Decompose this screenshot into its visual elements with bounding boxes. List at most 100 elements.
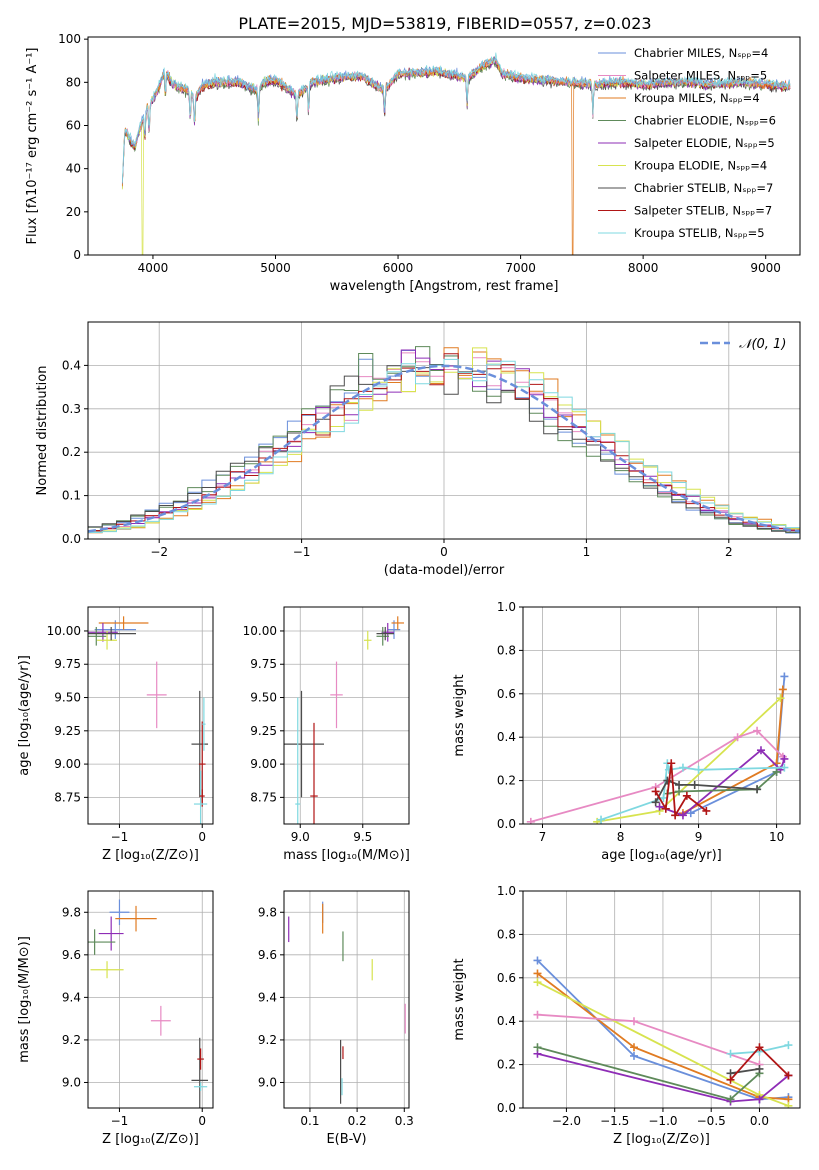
series-line <box>683 690 783 814</box>
y-tick-label: 0.6 <box>497 971 516 985</box>
data-point-cyan <box>194 771 207 838</box>
data-point-red <box>197 1048 204 1069</box>
y-tick-label: 80 <box>66 75 81 89</box>
legend-label: Kroupa STELIB, Nₛₚₚ=5 <box>634 226 765 240</box>
axes-frame: −1 09.09.29.49.69.8Z [log₁₀(Z/Z⊙)]mass [l… <box>17 891 213 1147</box>
x-tick-label: 0.3 <box>395 1114 414 1128</box>
data-point-green <box>377 627 390 646</box>
y-tick-label: 9.75 <box>54 657 81 671</box>
legend-label: Salpeter MILES, Nₛₚₚ=5 <box>634 69 767 83</box>
y-tick-label: 60 <box>66 118 81 132</box>
plus-marker <box>755 1065 763 1073</box>
age-vs-mass-panel: 9.0 9.58.759.009.259.509.7510.00mass [log… <box>243 607 410 911</box>
x-tick-label: 0.0 <box>750 1114 769 1128</box>
x-tick-label: 0.2 <box>348 1114 367 1128</box>
y-tick-label: 0.2 <box>497 1058 516 1072</box>
y-tick-label: 9.50 <box>250 691 277 705</box>
x-tick-label: 7000 <box>505 261 536 275</box>
weight-vs-metallicity-panel: −2.0 −1.5 −1.0 −0.5 0.00.00.20.40.60.81.0Z [… <box>452 884 800 1147</box>
figure-title: PLATE=2015, MJD=53819, FIBERID=0557, z=0… <box>238 14 651 33</box>
y-tick-label: 9.8 <box>258 905 277 919</box>
series-line <box>538 1047 760 1099</box>
weight-vs-age-panel: 7 8 9 100.00.20.40.60.81.0age [log₁₀(age/yr… <box>452 600 800 863</box>
x-tick-label: 0 <box>440 545 448 559</box>
y-axis-label: mass weight <box>452 958 467 1040</box>
x-tick-label: 0 <box>198 830 206 844</box>
data-point-gray <box>279 691 324 798</box>
data-point-pink <box>151 1006 171 1036</box>
x-tick-label: 9.5 <box>353 830 372 844</box>
mass-vs-metallicity-panel: −1 0 9.0 9.2 9.4 9.6 9.8 Z [log₁₀(Z/Z⊙)] mass [l… <box>17 891 213 1147</box>
y-tick-label: 0.0 <box>497 1101 516 1115</box>
data-point-purple <box>382 623 395 642</box>
x-tick-label: −1 <box>111 1114 129 1128</box>
y-tick-label: 0.6 <box>497 687 516 701</box>
y-tick-label: 9.25 <box>250 724 277 738</box>
x-tick-label: 0.1 <box>300 1114 319 1128</box>
y-tick-label: 9.00 <box>54 757 81 771</box>
x-tick-label: −0.5 <box>697 1114 726 1128</box>
plus-marker <box>675 781 683 789</box>
y-tick-label: 9.4 <box>62 990 81 1004</box>
x-tick-label: −2 <box>150 545 168 559</box>
x-tick-label: −1 <box>293 545 311 559</box>
y-tick-label: 8.75 <box>250 790 277 804</box>
data-point-blue <box>110 900 130 926</box>
x-tick-label: 9.0 <box>291 830 310 844</box>
legend-label: Kroupa MILES, Nₛₚₚ=4 <box>634 91 760 105</box>
y-tick-label: 9.25 <box>54 724 81 738</box>
x-tick-label: 8 <box>617 830 625 844</box>
axes-frame: 7 8 9 10 0.0 0.2 0.4 0.6 0.8 1.0 age [log₁₀(age/yr… <box>452 600 800 863</box>
age-vs-metallicity-panel: −1 0 8.75 9.00 9.25 9.50 9.75 10.00 Z [log₁₀(Z/Z… <box>17 607 213 863</box>
x-axis-label: Z [log₁₀(Z/Z⊙)] <box>102 1132 199 1147</box>
series-yellow <box>593 694 784 826</box>
x-tick-label: −1.0 <box>648 1114 677 1128</box>
y-axis-label: age [log₁₀(age/yr)] <box>17 655 32 776</box>
spectrum-panel: 4000 5000 6000 7000 8000 9000020406080100wave… <box>25 32 800 294</box>
plus-marker <box>533 1011 541 1019</box>
data-point-cyan <box>295 698 300 911</box>
data-point-orange <box>99 616 149 629</box>
data-point-pink <box>147 662 167 729</box>
y-tick-label: 9.2 <box>258 1033 277 1047</box>
data-point-orange <box>115 906 156 932</box>
data-point-orange <box>392 616 405 629</box>
y-axis-label: mass [log₁₀(M/M⊙)] <box>17 936 32 1063</box>
data-point-yellow <box>90 961 123 978</box>
data-point-cyan <box>194 1082 207 1091</box>
series-orange <box>679 685 787 817</box>
axes-frame: −1 0 8.75 9.00 9.25 9.50 9.75 10.00 Z [log₁₀(Z/Z… <box>17 607 213 863</box>
y-tick-label: 9.0 <box>62 1075 81 1089</box>
plus-marker <box>779 685 787 693</box>
y-tick-label: 0 <box>73 248 81 262</box>
data-point-pink <box>330 662 343 729</box>
legend-label: Chabrier STELIB, Nₛₚₚ=7 <box>634 181 773 195</box>
data-point-gray <box>191 691 208 798</box>
y-tick-label: 0.4 <box>497 730 516 744</box>
y-tick-label: 1.0 <box>497 884 516 898</box>
plus-marker <box>679 764 687 772</box>
y-tick-label: 0.8 <box>497 643 516 657</box>
axes-frame: 0.1 0.2 0.3 9.0 9.2 9.4 9.6 9.8 E(B-V) <box>258 891 414 1147</box>
axes-frame: 9.0 9.5 8.75 9.00 9.25 9.50 9.75 10.00 mass [log… <box>243 607 410 863</box>
plus-marker <box>527 818 535 826</box>
y-tick-label: 9.75 <box>250 657 277 671</box>
x-axis-label: E(B-V) <box>326 1132 366 1147</box>
x-axis-label: age [log₁₀(age/yr)] <box>601 848 722 863</box>
plus-marker <box>533 1043 541 1051</box>
series-line <box>597 698 780 822</box>
mass-vs-ebv-panel: 0.1 0.2 0.39.09.29.49.69.8E(B-V) <box>258 891 414 1147</box>
plot-area <box>74 900 208 1123</box>
legend-label: Salpeter STELIB, Nₛₚₚ=7 <box>634 204 772 218</box>
y-tick-label: 9.0 <box>258 1075 277 1089</box>
y-tick-label: 20 <box>66 205 81 219</box>
y-tick-label: 9.2 <box>62 1033 81 1047</box>
axes-frame: −2 −1 0 1 20.00.10.20.30.4(data-model)/error… <box>35 322 800 578</box>
x-tick-label: 9 <box>695 830 703 844</box>
x-tick-label: 2 <box>725 545 733 559</box>
y-tick-label: 9.6 <box>62 948 81 962</box>
x-tick-label: 6000 <box>383 261 414 275</box>
y-tick-label: 0.4 <box>497 1014 516 1028</box>
legend-label: Kroupa ELODIE, Nₛₚₚ=4 <box>634 159 767 173</box>
y-tick-label: 9.8 <box>62 905 81 919</box>
